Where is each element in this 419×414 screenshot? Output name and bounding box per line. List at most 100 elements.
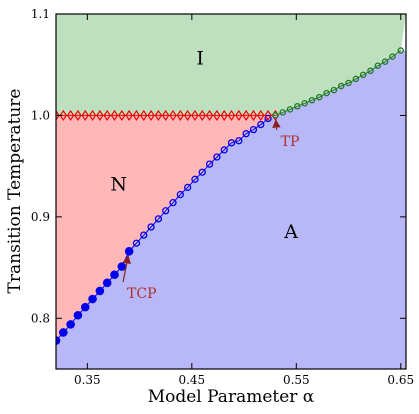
x-tick-label: 0.55	[283, 373, 310, 387]
annotations: TCP TP	[122, 119, 300, 302]
y-axis-title: Transition Temperature	[5, 89, 25, 294]
data-point	[397, 47, 405, 54]
data-point	[264, 109, 272, 122]
data-point	[96, 109, 104, 122]
data-point	[140, 109, 148, 122]
data-points	[56, 47, 405, 345]
data-point	[81, 109, 89, 122]
data-point	[88, 109, 97, 122]
data-point	[242, 109, 250, 122]
data-point	[213, 153, 221, 161]
data-point	[337, 82, 345, 90]
data-point	[257, 109, 265, 122]
data-point	[66, 320, 75, 329]
y-tick-label: 0.8	[31, 311, 50, 325]
data-point	[95, 286, 105, 296]
data-point	[110, 109, 119, 122]
x-axis-title: Model Parameter α	[148, 387, 315, 407]
data-point	[345, 79, 352, 87]
data-point	[381, 58, 389, 65]
data-point	[66, 109, 75, 122]
data-point	[132, 239, 141, 247]
data-point	[279, 109, 286, 116]
data-point	[249, 109, 258, 122]
data-point	[235, 109, 243, 122]
annotation-arrow	[122, 255, 131, 283]
data-point	[191, 175, 199, 183]
data-point	[294, 103, 301, 110]
x-tick-label: 0.35	[74, 373, 101, 387]
data-point	[73, 310, 83, 320]
data-point	[59, 328, 68, 337]
data-point	[80, 302, 90, 312]
data-point	[242, 130, 250, 138]
region-label-I: I	[196, 48, 204, 70]
data-point	[367, 67, 374, 75]
data-point	[117, 262, 127, 271]
data-point	[359, 71, 367, 79]
data-point	[330, 86, 338, 94]
data-point	[220, 109, 228, 122]
data-point	[125, 109, 133, 122]
data-point	[59, 109, 68, 122]
data-point	[110, 270, 119, 279]
data-point	[102, 278, 112, 288]
region-I	[56, 14, 406, 116]
data-point	[140, 231, 148, 239]
data-point	[154, 109, 163, 122]
data-point	[169, 109, 177, 122]
data-point	[176, 109, 185, 122]
y-tick-label: 1.1	[31, 7, 50, 21]
x-tick-label: 0.65	[387, 373, 414, 387]
data-point	[56, 109, 60, 122]
data-point	[132, 109, 141, 122]
region-label-N: N	[110, 173, 127, 195]
data-point	[301, 100, 308, 107]
data-point	[272, 112, 279, 119]
data-point	[220, 146, 228, 154]
data-point	[374, 62, 382, 69]
data-point	[183, 183, 192, 192]
data-point	[205, 160, 214, 168]
y-tick-label: 0.9	[31, 210, 50, 224]
region-label-A: A	[283, 221, 298, 243]
x-tick-label: 0.45	[178, 373, 205, 387]
annotation-arrow	[272, 119, 281, 130]
data-point	[154, 215, 163, 223]
data-point	[176, 190, 184, 199]
data-point	[249, 125, 258, 134]
annotation-tcp: TCP	[127, 286, 156, 302]
data-point	[227, 139, 236, 147]
data-point	[308, 96, 316, 104]
data-point	[147, 109, 155, 122]
data-point	[125, 247, 133, 255]
y-tick-label: 1.0	[31, 108, 50, 122]
data-point	[264, 114, 272, 123]
annotation-tp: TP	[281, 134, 300, 150]
data-point	[205, 109, 214, 122]
data-point	[316, 93, 323, 101]
data-point	[161, 109, 170, 122]
data-point	[147, 223, 155, 231]
data-point	[352, 75, 360, 83]
data-point	[183, 109, 192, 122]
data-point	[118, 109, 126, 122]
data-point	[227, 109, 236, 122]
axis-ticks: 0.35 0.45 0.55 0.65 0.8 0.9 1.0 1.1	[31, 7, 414, 387]
series-line	[275, 50, 402, 116]
data-point	[198, 109, 206, 122]
plot-frame	[55, 13, 407, 370]
phase-regions	[56, 14, 406, 369]
data-point	[257, 120, 265, 129]
region-A	[56, 50, 406, 369]
data-point	[88, 294, 97, 304]
data-point	[103, 109, 111, 122]
region-labels: I N A	[110, 48, 298, 243]
data-point	[213, 109, 221, 122]
data-point	[198, 168, 206, 176]
data-point	[191, 109, 199, 122]
data-point	[235, 137, 243, 145]
data-point	[286, 106, 294, 113]
data-point	[323, 89, 330, 97]
